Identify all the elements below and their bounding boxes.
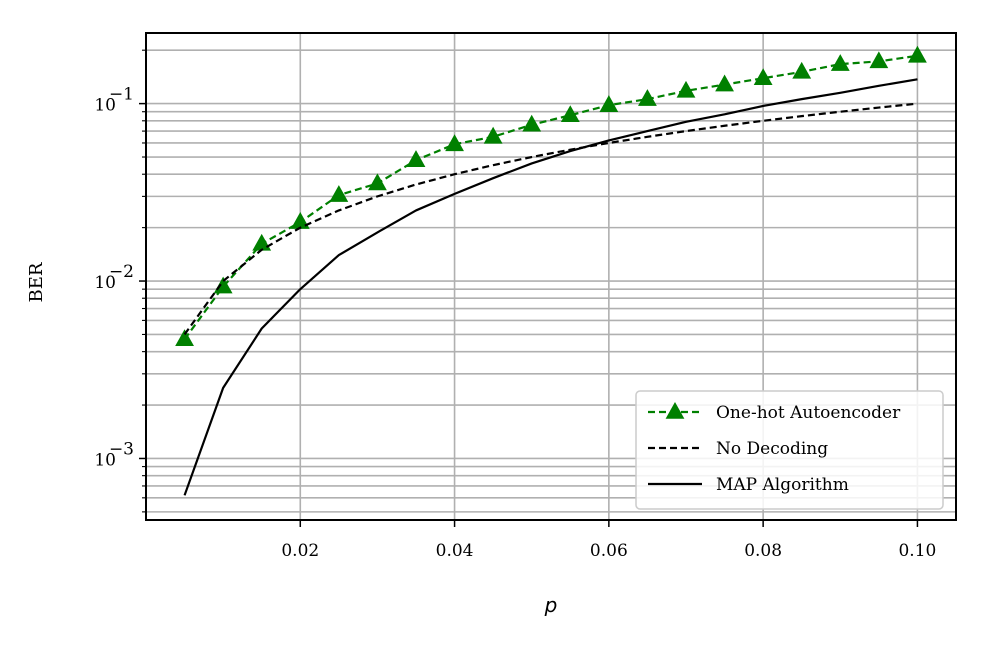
legend-label: No Decoding bbox=[716, 439, 828, 459]
data-point-marker bbox=[522, 114, 542, 132]
y-tick-exponent: −3 bbox=[109, 439, 134, 459]
data-point-marker bbox=[406, 150, 426, 167]
plot-frame bbox=[145, 32, 957, 521]
legend: One-hot Autoencoder No Decoding MAP Algori… bbox=[635, 390, 944, 510]
series-line bbox=[183, 102, 918, 336]
data-point-marker bbox=[830, 54, 850, 71]
data-point-marker bbox=[869, 51, 889, 69]
data-point-marker bbox=[753, 68, 773, 86]
y-tick-exponent: −1 bbox=[109, 85, 134, 105]
y-tick-label: 10 bbox=[94, 450, 116, 470]
x-tick-label: 0.06 bbox=[590, 541, 628, 561]
series-line bbox=[183, 54, 918, 340]
x-tick-label: 0.02 bbox=[281, 541, 319, 561]
data-point-marker bbox=[638, 89, 657, 106]
data-point-marker bbox=[792, 61, 812, 79]
data-point-marker bbox=[908, 45, 927, 63]
data-point-marker bbox=[368, 173, 387, 191]
y-axis-label: BER bbox=[26, 262, 47, 302]
y-tick-exponent: −2 bbox=[109, 262, 134, 282]
data-point-marker bbox=[560, 105, 580, 123]
legend-label: One-hot Autoencoder bbox=[716, 403, 901, 423]
legend-box bbox=[635, 390, 944, 510]
series-line bbox=[183, 78, 918, 496]
data-point-marker bbox=[483, 126, 503, 144]
data-point-marker bbox=[676, 80, 696, 98]
data-point-marker bbox=[329, 185, 349, 202]
legend-marker bbox=[665, 401, 685, 419]
y-tick-label: 10 bbox=[94, 96, 116, 116]
data-point-marker bbox=[599, 95, 619, 112]
grid-lines bbox=[146, 33, 956, 520]
x-tick-label: 0.10 bbox=[898, 541, 936, 561]
data-point-marker bbox=[445, 134, 464, 152]
legend-label: MAP Algorithm bbox=[716, 475, 849, 495]
data-point-marker bbox=[175, 329, 194, 347]
plot-series bbox=[175, 45, 927, 496]
data-point-marker bbox=[715, 74, 734, 92]
x-axis-label: p bbox=[544, 593, 558, 617]
y-tick-label: 10 bbox=[94, 273, 116, 293]
x-tick-label: 0.04 bbox=[436, 541, 474, 561]
x-tick-label: 0.08 bbox=[744, 541, 782, 561]
data-point-marker bbox=[252, 233, 272, 251]
